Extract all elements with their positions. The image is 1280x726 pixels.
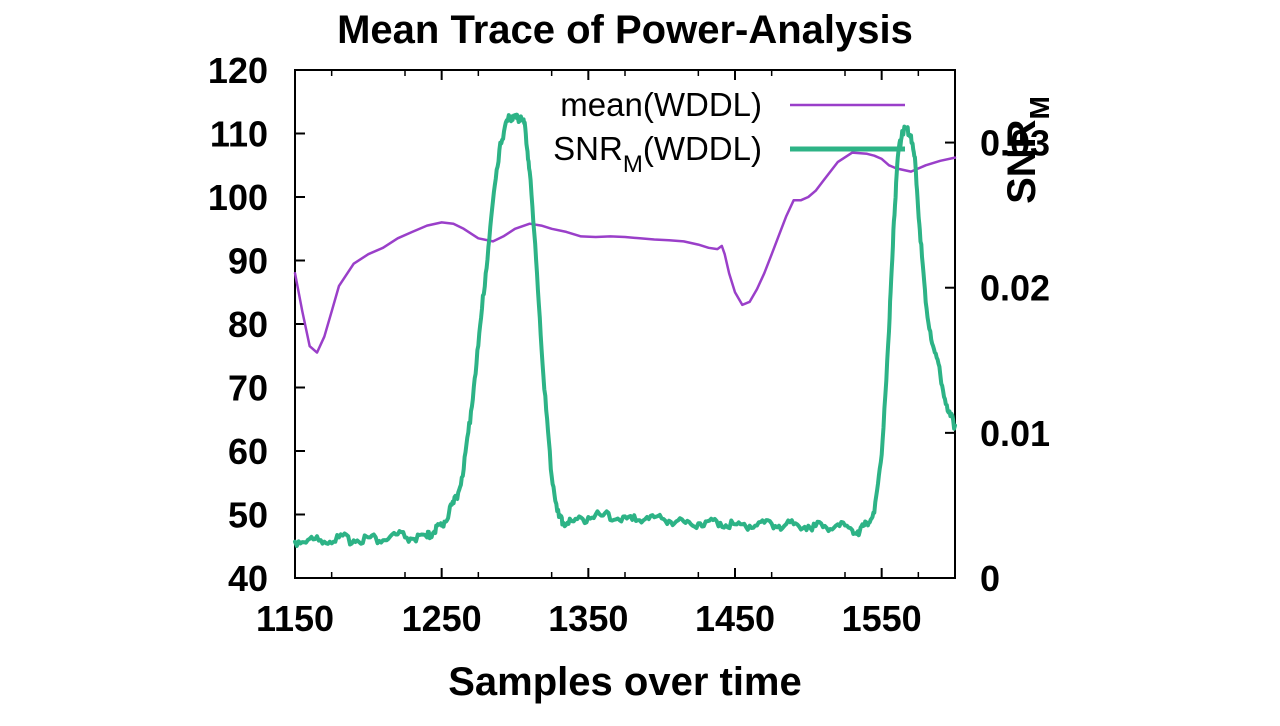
plot-border xyxy=(294,69,956,579)
x-tick-label: 1550 xyxy=(842,598,922,639)
y-tick-label: 40 xyxy=(228,558,268,599)
y2-axis-label-subscript: M xyxy=(1024,96,1055,119)
y-tick-label: 100 xyxy=(208,177,268,218)
plot-frame xyxy=(294,69,956,579)
y-tick-label: 80 xyxy=(228,304,268,345)
svg-text:SNRM: SNRM xyxy=(1000,96,1055,204)
x-tick-label: 1350 xyxy=(548,598,628,639)
series-line-snr-m-wddl xyxy=(293,112,957,548)
y2-tick-label: 0.03 xyxy=(980,123,1050,164)
x-tick-label: 1250 xyxy=(402,598,482,639)
y-tick-label: 90 xyxy=(228,241,268,282)
y-axis-right: 0 0.01 0.02 0.03 xyxy=(945,123,1050,599)
series-line-mean-wddl xyxy=(293,151,957,354)
x-tick-label: 1150 xyxy=(256,598,334,639)
legend-label: mean(WDDL) xyxy=(560,86,762,123)
series-layer xyxy=(293,112,957,548)
legend-label-suffix: (WDDL) xyxy=(643,130,762,167)
y-tick-label: 50 xyxy=(228,495,268,536)
x-axis: 1150 1250 1350 1450 1550 xyxy=(256,70,922,639)
y-tick-label: 120 xyxy=(208,50,268,91)
chart-title: Mean Trace of Power-Analysis xyxy=(337,8,913,52)
y2-tick-label: 0 xyxy=(980,558,1000,599)
legend-label-main: SNR xyxy=(553,130,623,167)
y2-tick-label: 0.02 xyxy=(980,268,1050,309)
y-tick-label: 60 xyxy=(228,431,268,472)
legend-label-subscript: M xyxy=(623,151,643,178)
y-axis-left: 40 50 60 70 80 90 100 110 120 xyxy=(208,50,305,599)
y-tick-label: 70 xyxy=(228,368,268,409)
legend-label: SNRM(WDDL) xyxy=(553,130,762,178)
x-axis-label: Samples over time xyxy=(448,660,802,704)
y2-tick-label: 0.01 xyxy=(980,413,1050,454)
y2-axis-label-main: SNR xyxy=(1000,119,1044,204)
y2-axis-label: SNRM xyxy=(1000,96,1055,204)
y-tick-label: 110 xyxy=(210,114,268,155)
legend: mean(WDDL) SNRM(WDDL) xyxy=(553,86,905,178)
x-tick-label: 1450 xyxy=(695,598,775,639)
